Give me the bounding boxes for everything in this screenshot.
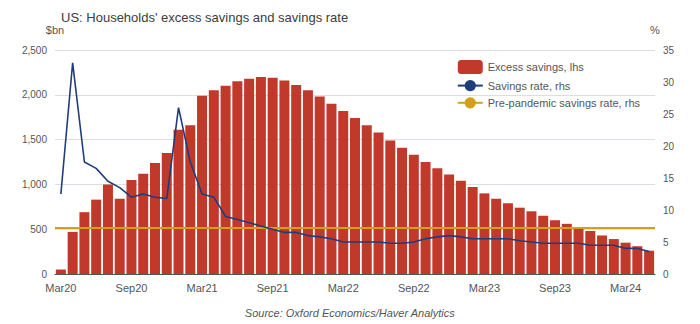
svg-text:0: 0 <box>663 269 669 280</box>
svg-text:15: 15 <box>663 173 675 184</box>
svg-text:US: Households' excess savings: US: Households' excess savings and savin… <box>61 10 348 25</box>
svg-text:Sep21: Sep21 <box>257 282 289 294</box>
svg-text:Mar22: Mar22 <box>328 282 359 294</box>
svg-text:Mar20: Mar20 <box>45 282 76 294</box>
svg-text:5: 5 <box>663 237 669 248</box>
svg-text:Sep23: Sep23 <box>539 282 571 294</box>
svg-text:1,500: 1,500 <box>22 134 47 145</box>
svg-text:Source: Oxford Economics/Haver: Source: Oxford Economics/Haver Analytics <box>245 307 455 319</box>
svg-text:%: % <box>650 24 660 36</box>
svg-text:1,000: 1,000 <box>22 179 47 190</box>
svg-text:30: 30 <box>663 77 675 88</box>
svg-text:2,000: 2,000 <box>22 89 47 100</box>
svg-text:Mar23: Mar23 <box>469 282 500 294</box>
svg-text:Sep22: Sep22 <box>398 282 430 294</box>
svg-text:35: 35 <box>663 45 675 56</box>
svg-text:Mar21: Mar21 <box>186 282 217 294</box>
svg-text:Pre-pandemic savings rate, rhs: Pre-pandemic savings rate, rhs <box>488 97 641 109</box>
svg-text:Sep20: Sep20 <box>116 282 148 294</box>
svg-text:0: 0 <box>41 269 47 280</box>
svg-text:10: 10 <box>663 205 675 216</box>
svg-text:Mar24: Mar24 <box>610 282 641 294</box>
svg-text:25: 25 <box>663 109 675 120</box>
svg-text:Savings rate, rhs: Savings rate, rhs <box>488 80 571 92</box>
svg-text:500: 500 <box>30 224 47 235</box>
svg-text:$bn: $bn <box>46 24 64 36</box>
svg-text:20: 20 <box>663 141 675 152</box>
svg-text:2,500: 2,500 <box>22 45 47 56</box>
svg-text:Excess savings, lhs: Excess savings, lhs <box>488 61 584 73</box>
